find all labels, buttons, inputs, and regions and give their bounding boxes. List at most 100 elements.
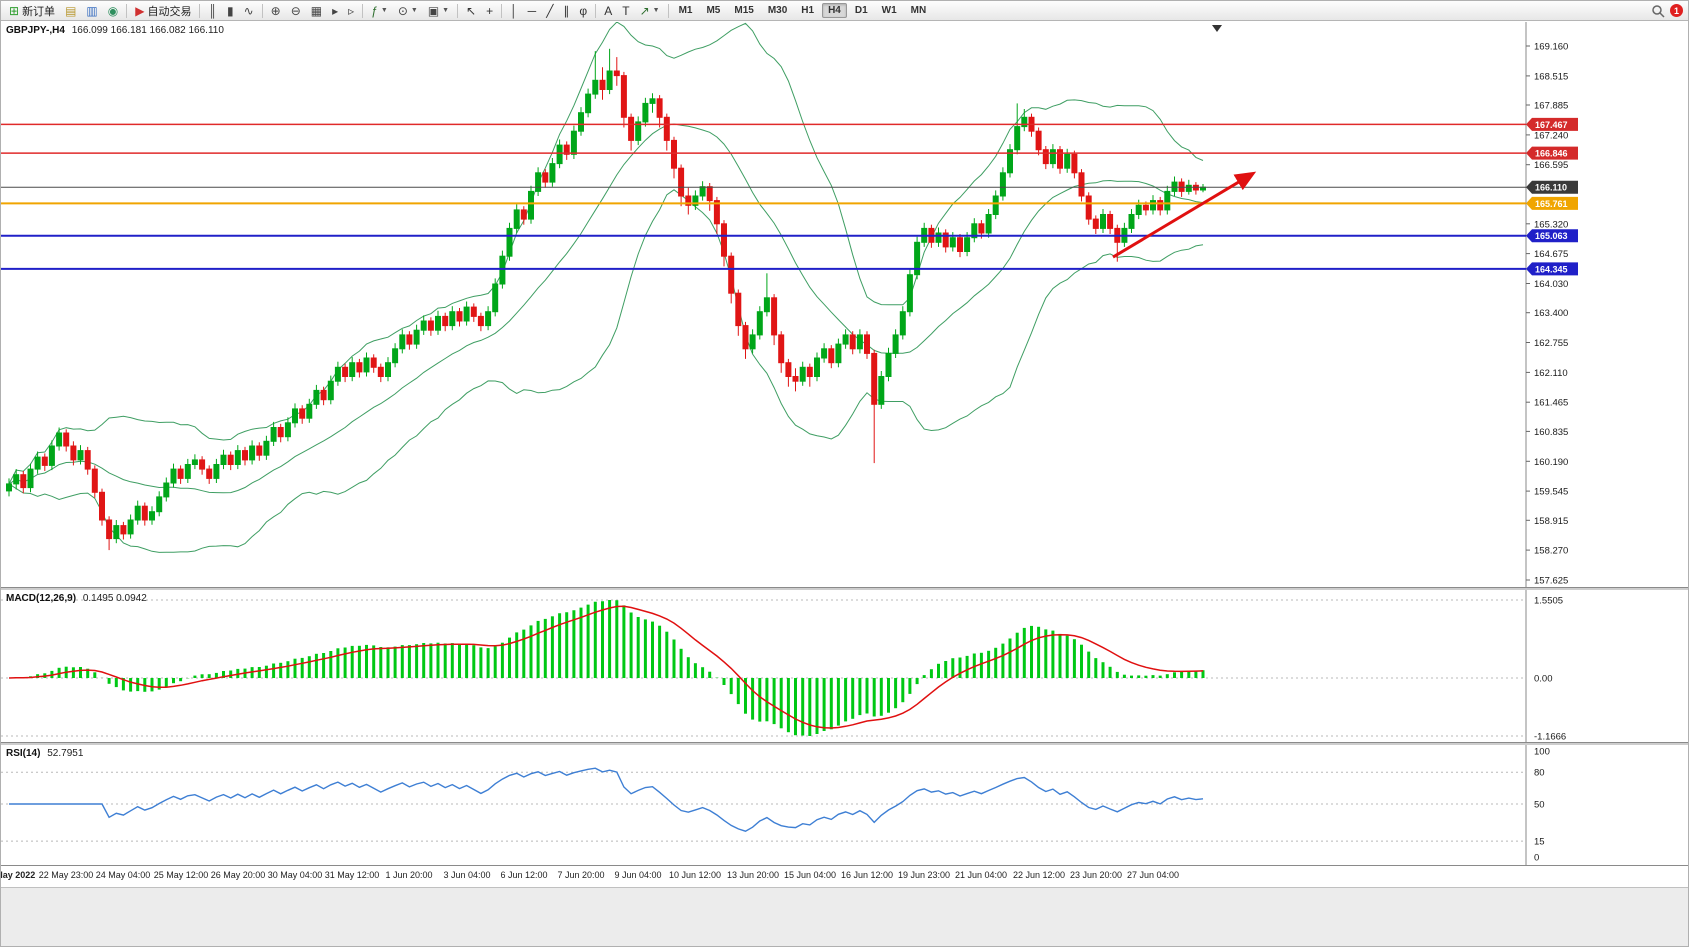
text-button[interactable]: A <box>599 3 617 19</box>
timeframe-mn[interactable]: MN <box>910 5 927 16</box>
time-label: 9 Jun 04:00 <box>614 870 662 880</box>
chart-shift-marker[interactable] <box>1212 25 1222 32</box>
tile-windows-button[interactable]: ▦ <box>306 3 327 19</box>
trend-arrow[interactable] <box>1112 171 1257 259</box>
time-label: 7 Jun 20:00 <box>557 870 605 880</box>
chevron-down-icon: ▼ <box>442 7 450 14</box>
candlestick-button[interactable]: ▮ <box>222 3 239 19</box>
zoom-out-button[interactable]: ⊖ <box>286 3 306 19</box>
price-tick: 164.030 <box>1534 279 1568 290</box>
auto-trading-button[interactable]: ▶ 自动交易 <box>130 1 196 21</box>
chart-window-button[interactable]: ▥ <box>81 3 102 19</box>
price-tick: 157.625 <box>1534 576 1568 587</box>
price-axis[interactable]: 169.160 168.515 167.885 167.240 166.595 165.3… <box>1525 22 1568 587</box>
price-tag-165.063: 165.063 <box>1526 229 1578 243</box>
time-label: 19 Jun 23:00 <box>897 870 951 880</box>
rsi-axis-label: 80 <box>1534 768 1545 779</box>
new-order-button[interactable]: ⊞ 新订单 <box>4 1 60 21</box>
crosshair-icon: + <box>486 3 494 18</box>
macd-signal-line <box>8 605 1204 729</box>
timeframe-w1[interactable]: W1 <box>881 5 897 16</box>
notification-badge[interactable]: 1 <box>1670 4 1683 17</box>
cursor-icon: ↖ <box>466 3 477 18</box>
timeframe-m5[interactable]: M5 <box>706 5 721 16</box>
timeframe-m30[interactable]: M30 <box>767 5 788 16</box>
rsi-axis-label: 0 <box>1534 853 1539 864</box>
time-label: 16 Jun 12:00 <box>840 870 894 880</box>
candlestick-icon: ▮ <box>226 3 234 18</box>
vertical-line-button[interactable]: │ <box>505 3 523 19</box>
timeframe-h4[interactable]: H4 <box>822 3 847 18</box>
svg-text:164.345: 164.345 <box>1535 264 1568 274</box>
toolbar-group-zoom: ⊕ ⊖ ▦ ▸ ▹ <box>266 3 360 19</box>
label-button[interactable]: T <box>617 3 634 19</box>
chart-window-icon: ▥ <box>86 3 98 18</box>
price-tick: 161.465 <box>1534 398 1568 409</box>
rsi-canvas[interactable]: 100 80 50 15 0 <box>1 745 1689 865</box>
search-icon[interactable] <box>1651 4 1665 18</box>
periods-button[interactable]: ⊙ ▼ <box>393 3 423 19</box>
chart-shift-button[interactable]: ▹ <box>343 3 359 19</box>
time-label: 10 Jun 12:00 <box>668 870 722 880</box>
timeframe-d1[interactable]: D1 <box>854 5 868 16</box>
arrows-icon: ↗ <box>639 3 650 18</box>
channel-button[interactable]: ∥ <box>558 3 574 19</box>
price-tick: 167.240 <box>1534 130 1568 141</box>
crosshair-button[interactable]: + <box>481 3 498 19</box>
bollinger-lower-band[interactable] <box>8 189 1204 553</box>
macd-axis-label: 1.5505 <box>1534 596 1563 607</box>
templates-button[interactable]: ▣ ▼ <box>423 3 454 19</box>
chevron-down-icon: ▼ <box>652 7 660 14</box>
macd-label: MACD(12,26,9) 0.1495 0.0942 <box>6 593 147 604</box>
price-tick: 162.110 <box>1534 368 1568 379</box>
trendline-button[interactable]: ╱ <box>541 3 558 19</box>
fibonacci-button[interactable]: φ <box>574 3 592 19</box>
toolbar-group-objects: ƒ ▼ ⊙ ▼ ▣ ▼ <box>366 3 454 19</box>
macd-axis-label: -1.1666 <box>1534 732 1566 743</box>
main-chart-canvas[interactable]: 169.160 168.515 167.885 167.240 166.595 165.3… <box>1 22 1689 587</box>
trendline-icon: ╱ <box>546 3 554 18</box>
rsi-name-label: RSI(14) <box>6 748 41 759</box>
timeframe-m15[interactable]: M15 <box>734 5 754 16</box>
bar-chart-button[interactable]: ║ <box>203 3 222 19</box>
toolbar-separator <box>362 3 364 18</box>
alerts-button[interactable]: ◉ <box>103 3 123 19</box>
price-tick: 169.160 <box>1534 42 1568 53</box>
panel-splitter[interactable] <box>1 587 1688 590</box>
toolbar-separator <box>595 3 597 18</box>
toolbar: ⊞ 新订单 ▤ ▥ ◉ ▶ 自动交易 ║ ▮ ∿ ⊕ ⊖ ▦ ▸ ▹ ƒ ▼ ⊙ ▼ ▣ ▼ ↖ + │ ─ ╱ ∥ φ A T ↗ ▼ M1 M… <box>1 1 1688 21</box>
horizontal-line-button[interactable]: ─ <box>523 3 542 19</box>
price-tick: 167.885 <box>1534 101 1568 112</box>
time-label: 31 May 12:00 <box>324 870 380 880</box>
chevron-down-icon: ▼ <box>410 7 418 14</box>
macd-name-label: MACD(12,26,9) <box>6 593 77 604</box>
macd-canvas[interactable]: 1.5505 0.00 -1.1666 <box>1 590 1689 742</box>
toolbar-separator <box>667 3 669 18</box>
print-icon: ▤ <box>65 3 77 18</box>
rsi-axis-label: 100 <box>1534 747 1550 758</box>
time-label: 21 Jun 04:00 <box>954 870 1008 880</box>
price-tick: 158.915 <box>1534 516 1568 527</box>
bollinger-upper-band[interactable] <box>8 22 1204 485</box>
panel-splitter[interactable] <box>1 742 1688 745</box>
text-icon: A <box>604 3 613 18</box>
arrows-button[interactable]: ↗ ▼ <box>635 3 665 19</box>
bollinger-middle-band[interactable] <box>8 123 1204 494</box>
timeframe-m1[interactable]: M1 <box>678 5 693 16</box>
chevron-down-icon: ▼ <box>380 7 388 14</box>
zoom-in-button[interactable]: ⊕ <box>266 3 286 19</box>
auto-scroll-button[interactable]: ▸ <box>327 3 343 19</box>
rsi-axis[interactable]: 100 80 50 15 0 <box>1 745 1550 865</box>
timeframe-h1[interactable]: H1 <box>801 5 815 16</box>
symbol-period-label: GBPJPY-,H4 <box>6 25 65 36</box>
indicators-button[interactable]: ƒ ▼ <box>366 3 393 19</box>
price-tick: 162.755 <box>1534 338 1568 349</box>
print-button[interactable]: ▤ <box>60 3 81 19</box>
svg-text:165.761: 165.761 <box>1535 199 1568 209</box>
line-chart-button[interactable]: ∿ <box>239 3 259 19</box>
macd-axis[interactable]: 1.5505 0.00 -1.1666 <box>1 590 1566 742</box>
time-label: 13 Jun 20:00 <box>726 870 780 880</box>
cursor-button[interactable]: ↖ <box>461 3 481 19</box>
toolbar-group-chart-type: ║ ▮ ∿ <box>203 3 258 19</box>
